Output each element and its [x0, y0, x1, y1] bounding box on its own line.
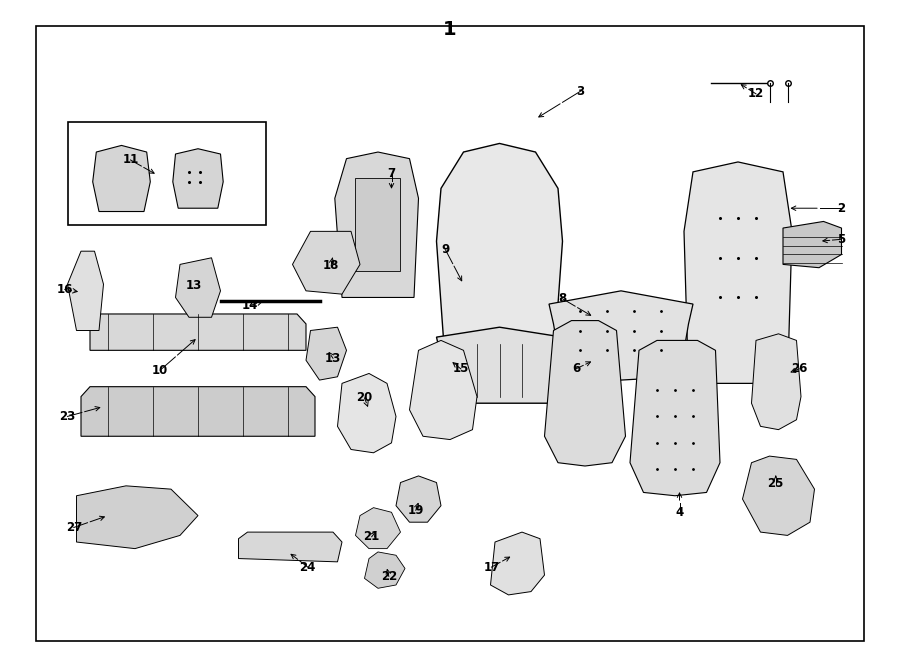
PathPatch shape [338, 373, 396, 453]
Text: 3: 3 [576, 85, 585, 98]
Text: 14: 14 [242, 299, 258, 312]
Text: 4: 4 [675, 506, 684, 519]
PathPatch shape [93, 145, 150, 212]
PathPatch shape [90, 314, 306, 350]
PathPatch shape [176, 258, 220, 317]
PathPatch shape [335, 152, 419, 297]
Text: 8: 8 [558, 292, 567, 305]
Bar [68, 122, 266, 225]
PathPatch shape [356, 508, 400, 549]
Text: 13: 13 [185, 279, 202, 292]
Text: 13: 13 [325, 352, 341, 365]
PathPatch shape [306, 327, 346, 380]
Bar [356, 178, 400, 271]
Text: 20: 20 [356, 391, 373, 405]
PathPatch shape [742, 456, 814, 535]
Text: 12: 12 [748, 87, 764, 100]
Text: 5: 5 [837, 233, 846, 246]
PathPatch shape [76, 486, 198, 549]
PathPatch shape [173, 149, 223, 208]
PathPatch shape [396, 476, 441, 522]
Text: 26: 26 [791, 362, 807, 375]
PathPatch shape [752, 334, 801, 430]
Text: 23: 23 [59, 410, 76, 423]
Text: 6: 6 [572, 362, 580, 375]
PathPatch shape [81, 387, 315, 436]
PathPatch shape [436, 143, 562, 367]
Text: 16: 16 [57, 283, 73, 296]
PathPatch shape [549, 291, 693, 380]
Text: 10: 10 [152, 364, 168, 377]
Text: 7: 7 [387, 167, 396, 180]
Text: 2: 2 [837, 202, 846, 215]
PathPatch shape [684, 162, 792, 383]
Text: 21: 21 [364, 530, 380, 543]
PathPatch shape [292, 231, 360, 294]
PathPatch shape [436, 327, 562, 403]
PathPatch shape [68, 251, 104, 330]
PathPatch shape [491, 532, 544, 595]
Text: 17: 17 [483, 561, 500, 574]
Text: 11: 11 [122, 153, 139, 167]
Text: 27: 27 [66, 521, 82, 534]
Text: 24: 24 [300, 561, 316, 574]
Text: 9: 9 [441, 243, 450, 256]
PathPatch shape [238, 532, 342, 562]
Text: 25: 25 [768, 477, 784, 490]
Text: 22: 22 [381, 570, 397, 583]
PathPatch shape [630, 340, 720, 496]
PathPatch shape [364, 552, 405, 588]
Text: 15: 15 [453, 362, 469, 375]
Text: 19: 19 [408, 504, 424, 517]
PathPatch shape [544, 321, 626, 466]
Text: 18: 18 [323, 259, 339, 272]
PathPatch shape [410, 340, 477, 440]
Text: 1: 1 [443, 20, 457, 39]
PathPatch shape [783, 221, 842, 268]
